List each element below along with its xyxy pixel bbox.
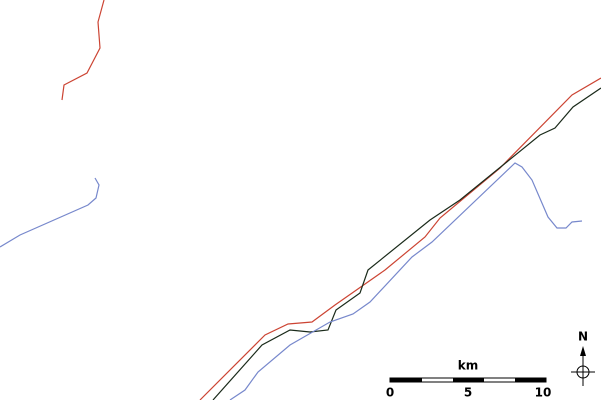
scale-tick-label: 10 (535, 386, 552, 400)
compass: N (571, 330, 595, 386)
scale-tick-label: 0 (386, 386, 394, 400)
scale-tick-label: 5 (464, 386, 472, 400)
red-route (199, 77, 601, 400)
compass-ring (576, 365, 590, 379)
blue-route (229, 162, 583, 400)
scale-bar: km 0 5 10 (386, 359, 552, 400)
scale-segment (390, 378, 422, 382)
compass-label: N (578, 330, 588, 344)
red-route (61, 0, 105, 101)
scale-unit: km (458, 359, 478, 373)
blue-route (0, 177, 100, 248)
black-route (212, 87, 601, 400)
scale-segment (453, 378, 484, 382)
scale-segment (515, 378, 546, 382)
